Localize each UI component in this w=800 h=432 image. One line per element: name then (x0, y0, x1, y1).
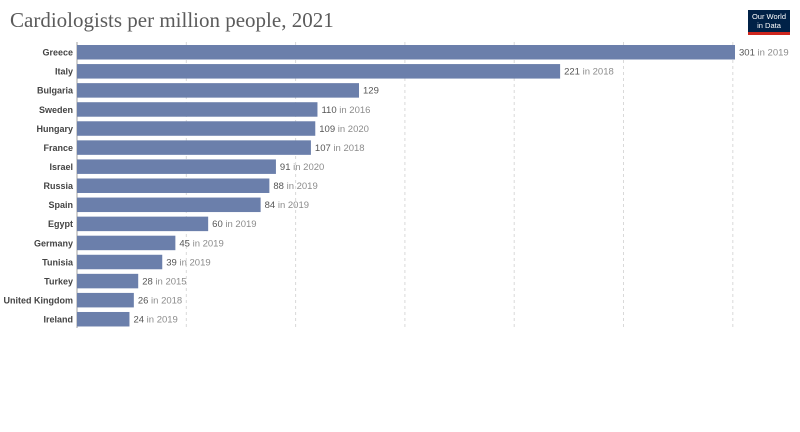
category-label: Hungary (36, 124, 73, 134)
category-label: Germany (34, 238, 73, 248)
bar (77, 292, 134, 308)
bar (77, 140, 311, 155)
value-year-note: in 2015 (153, 276, 187, 287)
value-label: 88 in 2019 (273, 181, 317, 192)
bar (77, 197, 261, 213)
bar (77, 235, 176, 251)
category-label: Spain (48, 200, 73, 210)
value-year-note: in 2018 (148, 295, 182, 306)
value-year-note: in 2019 (177, 257, 211, 268)
value-number: 28 (142, 276, 153, 287)
bar (77, 102, 318, 117)
bar (77, 83, 359, 98)
category-label: Turkey (44, 276, 73, 286)
value-label: 129 (363, 86, 379, 97)
value-label: 39 in 2019 (166, 257, 210, 268)
value-number: 221 (564, 67, 580, 78)
chart-title: Cardiologists per million people, 2021 (10, 8, 334, 32)
category-label: Ireland (43, 315, 73, 325)
value-label: 221 in 2018 (564, 67, 614, 78)
value-number: 60 (212, 219, 223, 230)
value-year-note: in 2019 (190, 238, 224, 249)
bar (77, 178, 270, 193)
value-number: 45 (179, 238, 190, 249)
value-number: 88 (273, 181, 284, 192)
category-label: Israel (49, 162, 73, 172)
value-label: 110 in 2016 (321, 105, 370, 116)
value-number: 39 (166, 257, 177, 268)
value-number: 91 (280, 162, 291, 173)
value-year-note: in 2018 (580, 67, 614, 78)
value-number: 26 (138, 295, 149, 306)
value-number: 107 (315, 143, 331, 154)
category-label: Russia (43, 181, 74, 191)
value-label: 109 in 2020 (319, 124, 369, 135)
value-number: 301 (739, 48, 755, 59)
value-label: 301 in 2019 (739, 48, 789, 59)
category-label: Italy (55, 67, 73, 77)
value-year-note: in 2019 (275, 200, 309, 211)
value-label: 91 in 2020 (280, 162, 324, 173)
bar (77, 311, 130, 327)
bar (77, 216, 209, 232)
category-label: Greece (42, 48, 73, 58)
value-year-note: in 2016 (337, 105, 371, 116)
bar (77, 254, 163, 270)
value-number: 129 (363, 86, 379, 97)
category-label: Egypt (48, 219, 73, 229)
value-label: 84 in 2019 (265, 200, 309, 211)
bar (77, 64, 561, 79)
value-number: 110 (321, 105, 336, 116)
owid-logo: Our World in Data (748, 10, 790, 35)
value-label: 60 in 2019 (212, 219, 256, 230)
logo-line-1: Our World (751, 12, 787, 21)
value-label: 26 in 2018 (138, 295, 182, 306)
value-year-note: in 2019 (284, 181, 318, 192)
logo-line-2: in Data (757, 20, 781, 30)
category-label: France (43, 143, 73, 153)
value-year-note: in 2018 (331, 143, 365, 154)
value-label: 24 in 2019 (133, 315, 177, 326)
value-year-note: in 2019 (755, 48, 789, 59)
value-year-note: in 2019 (223, 219, 257, 230)
value-number: 24 (133, 315, 144, 326)
value-label: 107 in 2018 (315, 143, 365, 154)
value-label: 45 in 2019 (179, 238, 223, 249)
bar (77, 121, 316, 136)
category-label: United Kingdom (4, 295, 74, 305)
bar (77, 159, 276, 174)
category-label: Bulgaria (37, 86, 74, 96)
value-number: 109 (319, 124, 335, 135)
category-label: Tunisia (42, 257, 74, 267)
value-label: 28 in 2015 (142, 276, 186, 287)
value-year-note: in 2020 (291, 162, 325, 173)
value-year-note: in 2020 (335, 124, 369, 135)
bar (77, 45, 735, 60)
value-number: 84 (265, 200, 276, 211)
value-year-note: in 2019 (144, 315, 178, 326)
bar (77, 273, 139, 289)
category-label: Sweden (39, 105, 73, 115)
